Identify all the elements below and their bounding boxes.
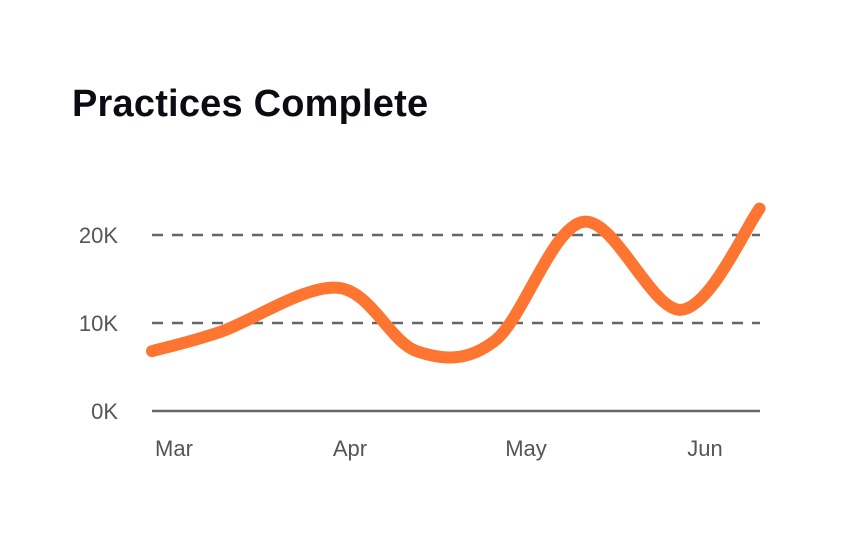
x-axis-labels: Mar Apr May Jun <box>155 436 723 461</box>
x-tick-label: Apr <box>333 436 367 461</box>
y-tick-label: 0K <box>91 399 118 424</box>
series-line <box>146 202 766 364</box>
x-tick-label: Jun <box>687 436 722 461</box>
y-tick-label: 10K <box>79 311 118 336</box>
y-axis-labels: 0K 10K 20K <box>79 223 118 424</box>
x-tick-label: Mar <box>155 436 193 461</box>
y-tick-label: 20K <box>79 223 118 248</box>
x-tick-label: May <box>505 436 547 461</box>
chart-title: Practices Complete <box>72 83 429 125</box>
